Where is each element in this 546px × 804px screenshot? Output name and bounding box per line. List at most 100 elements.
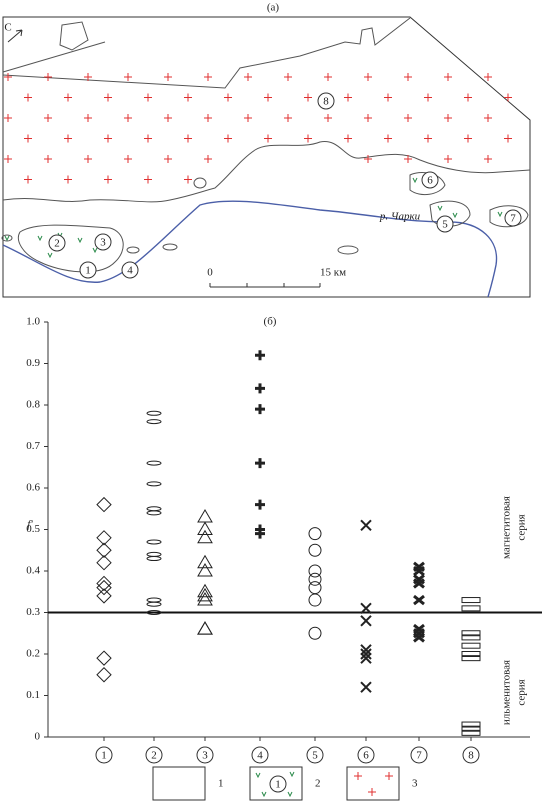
- legend: 1 1 2 3: [152, 766, 418, 801]
- data-point: [308, 581, 322, 595]
- data-point: [197, 587, 213, 602]
- map: (а) С р. Чарки 0 15 км 8 6 5 7 2 3 1 4: [1, 2, 531, 298]
- scale-label: 15 км: [320, 267, 346, 279]
- granite-sign: [164, 73, 172, 81]
- data-point: [96, 667, 112, 683]
- granite-sign: [204, 73, 212, 81]
- granite-sign: [64, 93, 72, 102]
- granite-sign: [384, 93, 392, 102]
- x-tick-circle: [462, 746, 480, 764]
- data-point: [308, 527, 322, 541]
- x-tick-label: 3: [202, 750, 208, 762]
- y-tick-label: 0.5: [26, 523, 40, 535]
- north-label: С: [4, 22, 11, 34]
- data-point: [146, 481, 162, 487]
- boundary: [2, 141, 531, 203]
- granite-sign: [64, 175, 72, 184]
- granite-sign: [384, 134, 392, 143]
- data-point: [308, 572, 322, 586]
- gabbro-sign: [497, 211, 503, 218]
- data-point: [413, 632, 425, 643]
- data-point: [360, 644, 372, 656]
- data-point: [146, 410, 162, 416]
- body-circle: [504, 209, 522, 227]
- body-circle: [421, 171, 439, 189]
- granite-sign: [44, 155, 52, 163]
- granite-sign: [124, 114, 132, 122]
- data-point: [360, 648, 372, 660]
- granite-sign: [504, 93, 512, 102]
- data-point: [360, 519, 372, 532]
- granite-sign: [24, 134, 32, 143]
- body-label: 8: [323, 96, 329, 108]
- data-point: [461, 725, 481, 732]
- data-point: [197, 563, 213, 577]
- granite-sign: [64, 134, 72, 143]
- granite-sign: [424, 134, 432, 143]
- granite-sign: [204, 114, 212, 122]
- x-tick-label: 2: [151, 750, 157, 762]
- granite-sign: [224, 93, 232, 102]
- data-point: [146, 597, 162, 603]
- data-point: [96, 530, 112, 546]
- data-point: [197, 529, 213, 544]
- granite-sign: [484, 114, 492, 122]
- gabbro-sign: [4, 235, 10, 242]
- granite-sign: [264, 93, 272, 102]
- granite-sign: [244, 114, 252, 122]
- x-tick-label: 7: [416, 750, 422, 762]
- y-tick-label: 0.8: [26, 399, 40, 411]
- series-label: серия: [516, 514, 528, 540]
- data-point: [96, 496, 112, 513]
- scale-label: 0: [207, 267, 213, 279]
- granite-sign: [4, 114, 12, 122]
- x-tick-circle: [306, 746, 324, 764]
- river: [2, 200, 498, 298]
- body-circle: [317, 92, 335, 110]
- granite-sign: [144, 134, 152, 143]
- body-circle: [94, 233, 112, 251]
- north-arrow: [7, 29, 23, 43]
- data-point: [96, 579, 112, 596]
- data-point: [146, 460, 162, 466]
- data-point: [413, 594, 425, 606]
- granite-sign: [364, 114, 372, 122]
- y-tick-label: 0: [35, 731, 41, 743]
- data-point: [96, 554, 112, 571]
- y-tick-label: 0.6: [26, 482, 40, 494]
- gabbro-sign: [452, 212, 458, 219]
- body-label: 6: [427, 175, 433, 187]
- data-point: [96, 650, 112, 666]
- series-label: серия: [516, 679, 528, 705]
- data-point: [461, 729, 481, 736]
- granite-sign: [84, 73, 92, 81]
- data-point: [308, 543, 322, 557]
- legend-pattern: [354, 772, 393, 796]
- data-point: [461, 642, 481, 649]
- intrusion: [162, 243, 178, 251]
- granite-sign: [184, 175, 192, 184]
- scale-ticks: [209, 283, 321, 287]
- data-point: [360, 681, 372, 693]
- series-label: ильменитовая: [501, 660, 513, 725]
- intrusion: [337, 245, 359, 255]
- series-label: магнетитовая: [501, 496, 513, 559]
- data-point: [197, 621, 213, 635]
- data-point: [197, 554, 213, 569]
- map-frame: [2, 16, 531, 298]
- data-point: [461, 721, 481, 728]
- data-point: [96, 588, 112, 604]
- granite-sign: [244, 73, 252, 81]
- data-point: [146, 556, 162, 562]
- granite-sign: [404, 155, 412, 163]
- data-point: [308, 626, 322, 640]
- intrusion: [193, 177, 207, 189]
- legend-swatch: [249, 766, 303, 801]
- data-point: [308, 564, 322, 578]
- granite-sign: [364, 73, 372, 81]
- data-point: [360, 615, 372, 627]
- legend-inner-label: 1: [275, 779, 281, 791]
- granite-sign: [44, 114, 52, 122]
- data-point: [461, 634, 481, 641]
